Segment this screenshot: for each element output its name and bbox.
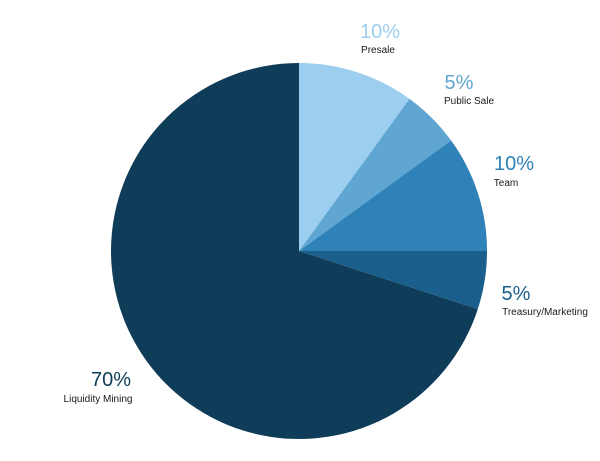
slice-public-sale-label: Public Sale <box>444 96 494 107</box>
slice-liquidity-mining-percent: 70% <box>91 369 131 391</box>
pie-slice-public-sale <box>299 98 452 252</box>
pie-slice-treasury-marketing <box>299 251 488 310</box>
slice-presale-label: Presale <box>361 45 395 56</box>
pie-slice-liquidity-mining <box>111 63 478 439</box>
slice-team-percent: 10% <box>494 153 534 175</box>
pie-slice-team <box>299 140 487 251</box>
slice-treasury-marketing-percent: 5% <box>502 283 531 305</box>
pie-slice-presale <box>299 62 410 251</box>
slice-team-label: Team <box>494 178 518 189</box>
pie-labels: 10% Presale 5% Public Sale 10% Team 5% T… <box>64 21 588 405</box>
pie-slices <box>111 62 488 439</box>
slice-liquidity-mining-label: Liquidity Mining <box>64 394 133 405</box>
slice-treasury-marketing-label: Treasury/Marketing <box>502 307 588 318</box>
slice-presale-percent: 10% <box>360 21 400 43</box>
slice-public-sale-percent: 5% <box>445 72 474 94</box>
